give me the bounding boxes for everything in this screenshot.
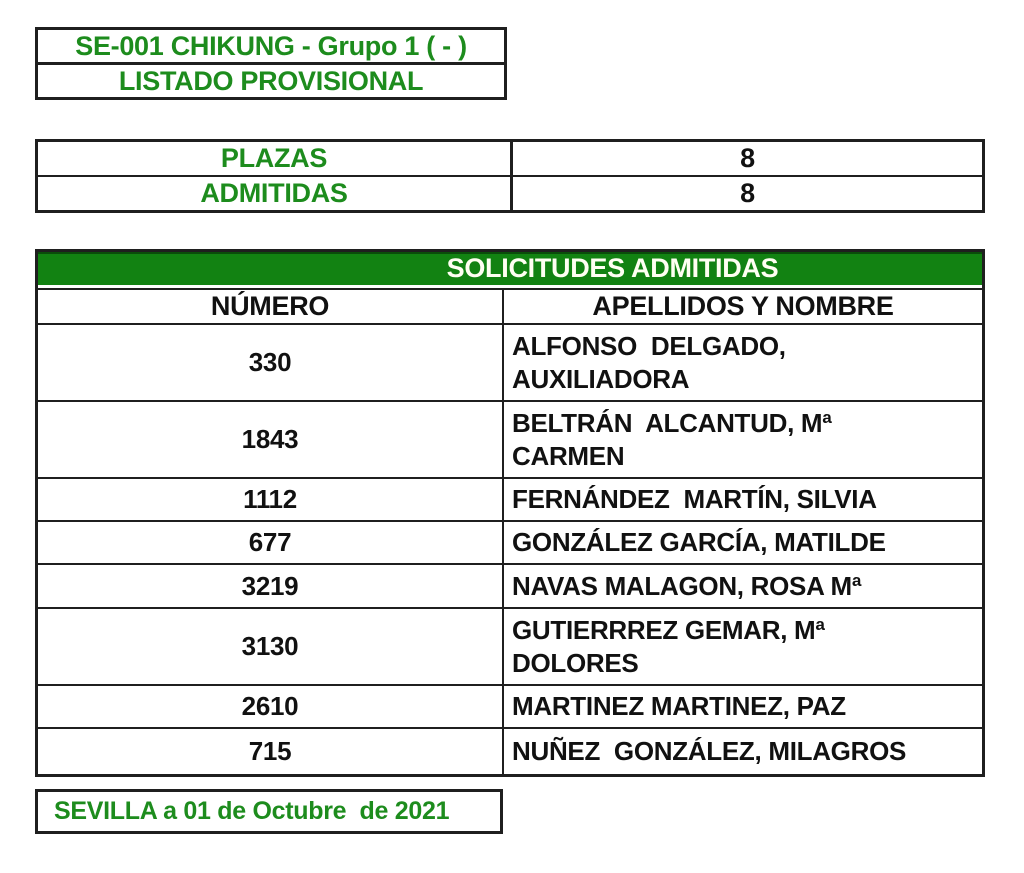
column-header-apellidos: APELLIDOS Y NOMBRE: [592, 291, 894, 321]
applicant-number: 1112: [243, 484, 297, 514]
applicant-number: 677: [248, 527, 292, 557]
applicant-number: 2610: [241, 691, 299, 721]
title-box: SE-001 CHIKUNG - Grupo 1 ( - ) LISTADO P…: [35, 27, 507, 100]
admitidas-label: ADMITIDAS: [38, 177, 513, 210]
table-row: 677 GONZÁLEZ GARCÍA, MATILDE: [38, 522, 982, 565]
list-type-title: LISTADO PROVISIONAL: [118, 65, 424, 96]
applicant-name: MARTINEZ MARTINEZ, PAZ: [512, 691, 846, 721]
summary-table: PLAZAS 8 ADMITIDAS 8: [35, 139, 985, 213]
applicant-number: 1843: [241, 424, 299, 454]
applicant-name: FERNÁNDEZ MARTÍN, SILVIA: [512, 484, 877, 514]
applicant-number: 3219: [241, 570, 299, 601]
applicant-name: GUTIERRREZ GEMAR, Mª DOLORES: [512, 614, 825, 678]
table-row: 1843 BELTRÁN ALCANTUD, Mª CARMEN: [38, 402, 982, 479]
applicant-number: 330: [248, 347, 292, 377]
applicant-name: ALFONSO DELGADO, AUXILIADORA: [512, 330, 786, 394]
plazas-label: PLAZAS: [38, 142, 513, 175]
group-title: SE-001 CHIKUNG - Grupo 1 ( - ): [38, 30, 504, 65]
table-row: 3219 NAVAS MALAGON, ROSA Mª: [38, 565, 982, 609]
applicant-name: NAVAS MALAGON, ROSA Mª: [512, 570, 862, 601]
table-row: 2610 MARTINEZ MARTINEZ, PAZ: [38, 686, 982, 729]
admitted-table-title: SOLICITUDES ADMITIDAS: [446, 253, 779, 283]
table-row: 715 NUÑEZ GONZÁLEZ, MILAGROS: [38, 729, 982, 774]
applicant-number: 3130: [241, 631, 299, 661]
table-row: 330 ALFONSO DELGADO, AUXILIADORA: [38, 325, 982, 402]
column-header-numero: NÚMERO: [38, 290, 504, 323]
summary-row-admitidas: ADMITIDAS 8: [38, 177, 982, 210]
admitted-table-header-row: NÚMERO APELLIDOS Y NOMBRE: [38, 288, 982, 325]
summary-row-plazas: PLAZAS 8: [38, 142, 982, 177]
applicant-number: 715: [248, 736, 292, 766]
admitted-table: SOLICITUDES ADMITIDAS NÚMERO APELLIDOS Y…: [35, 249, 985, 777]
admitidas-value: 8: [740, 178, 755, 208]
applicant-name: BELTRÁN ALCANTUD, Mª CARMEN: [512, 407, 832, 471]
admitted-table-title-bar: SOLICITUDES ADMITIDAS: [38, 252, 982, 288]
table-row: 1112 FERNÁNDEZ MARTÍN, SILVIA: [38, 479, 982, 522]
applicant-name: NUÑEZ GONZÁLEZ, MILAGROS: [512, 736, 907, 766]
applicant-name: GONZÁLEZ GARCÍA, MATILDE: [512, 527, 886, 557]
footer-date-text: SEVILLA a 01 de Octubre de 2021: [54, 797, 450, 825]
table-row: 3130 GUTIERRREZ GEMAR, Mª DOLORES: [38, 609, 982, 686]
plazas-value: 8: [740, 143, 755, 173]
footer-date-box: SEVILLA a 01 de Octubre de 2021: [35, 789, 503, 834]
